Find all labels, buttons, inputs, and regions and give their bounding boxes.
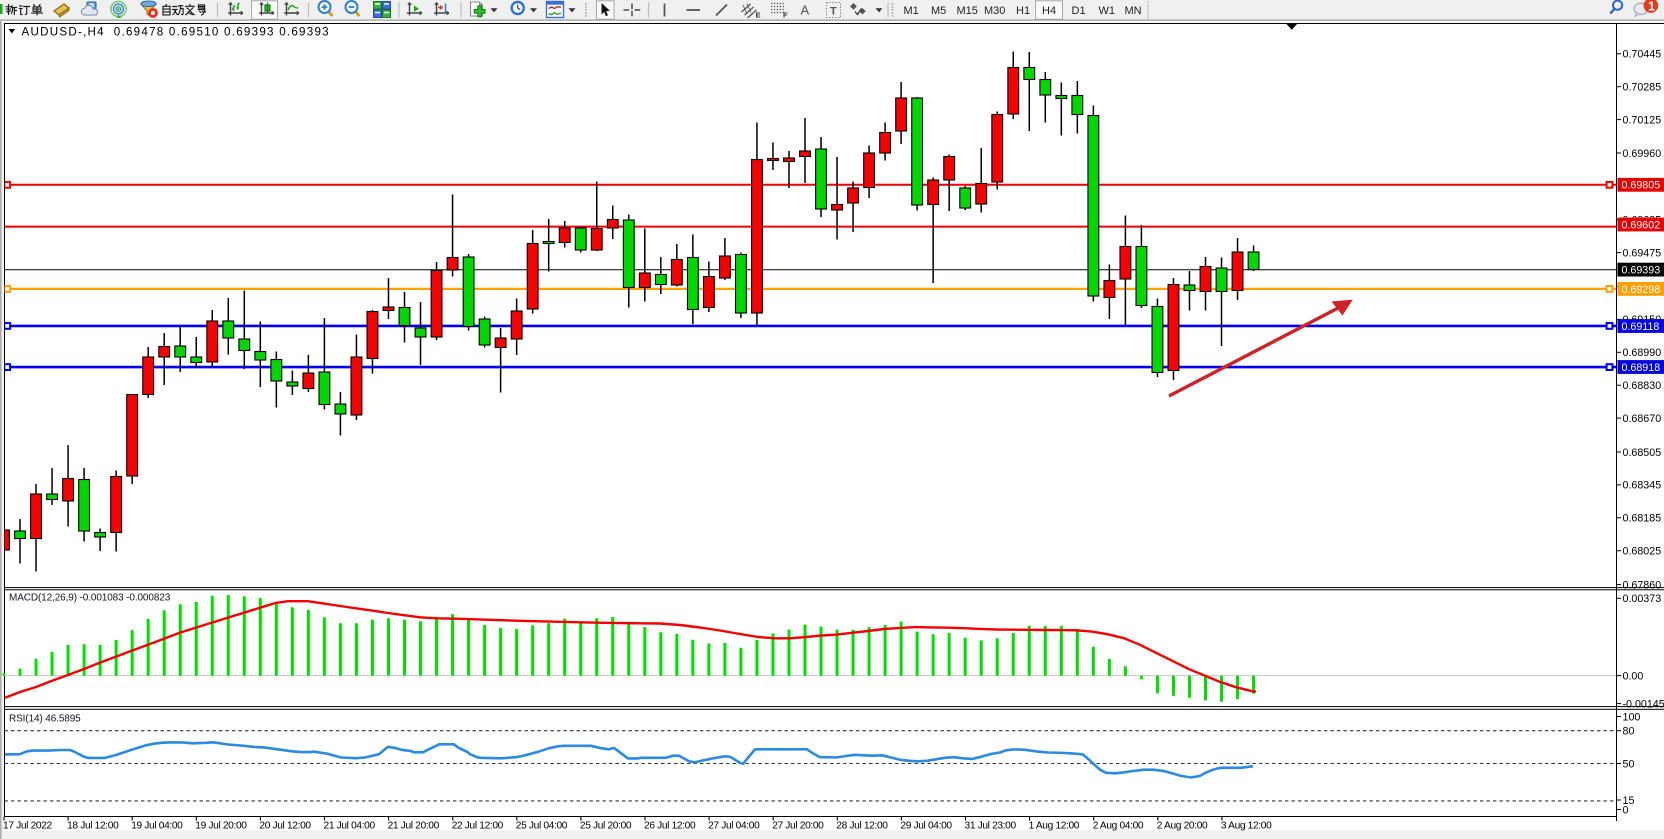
svg-text:0.00373: 0.00373 xyxy=(1623,593,1662,605)
svg-text:18 Jul 12:00: 18 Jul 12:00 xyxy=(67,821,119,832)
svg-text:0.69118: 0.69118 xyxy=(1622,321,1660,333)
svg-text:19 Jul 20:00: 19 Jul 20:00 xyxy=(195,821,247,832)
svg-text:21 Jul 04:00: 21 Jul 04:00 xyxy=(324,821,376,832)
svg-text:20 Jul 12:00: 20 Jul 12:00 xyxy=(259,821,311,832)
svg-text:MACD(12,26,9) -0.001083 -0.000: MACD(12,26,9) -0.001083 -0.000823 xyxy=(9,593,171,604)
svg-text:MN: MN xyxy=(1125,5,1142,17)
svg-text:31 Jul 23:00: 31 Jul 23:00 xyxy=(965,821,1017,832)
svg-text:25 Jul 20:00: 25 Jul 20:00 xyxy=(580,821,632,832)
svg-text:M1: M1 xyxy=(904,5,919,17)
svg-text:25 Jul 04:00: 25 Jul 04:00 xyxy=(516,821,568,832)
svg-text:0.68185: 0.68185 xyxy=(1623,513,1662,525)
svg-text:29 Jul 04:00: 29 Jul 04:00 xyxy=(900,821,952,832)
svg-text:RSI(14) 46.5895: RSI(14) 46.5895 xyxy=(9,713,81,724)
svg-text:M5: M5 xyxy=(931,5,946,17)
svg-text:0.68345: 0.68345 xyxy=(1623,480,1662,492)
svg-text:0.69960: 0.69960 xyxy=(1623,148,1662,160)
svg-text:2 Aug 20:00: 2 Aug 20:00 xyxy=(1157,821,1208,832)
svg-text:0.68990: 0.68990 xyxy=(1623,347,1662,359)
svg-text:M15: M15 xyxy=(957,5,978,17)
svg-text:-0.00145: -0.00145 xyxy=(1623,698,1664,710)
svg-text:15: 15 xyxy=(1623,795,1635,807)
svg-text:3 Aug 12:00: 3 Aug 12:00 xyxy=(1221,821,1272,832)
svg-text:0.68918: 0.68918 xyxy=(1622,362,1661,374)
svg-text:0.69805: 0.69805 xyxy=(1622,180,1661,192)
svg-text:M30: M30 xyxy=(984,5,1005,17)
svg-text:0.69475: 0.69475 xyxy=(1623,247,1662,259)
svg-text:2 Aug 04:00: 2 Aug 04:00 xyxy=(1093,821,1144,832)
svg-text:27 Jul 20:00: 27 Jul 20:00 xyxy=(772,821,824,832)
svg-text:W1: W1 xyxy=(1099,5,1116,17)
svg-text:26 Jul 12:00: 26 Jul 12:00 xyxy=(644,821,696,832)
svg-text:0.68670: 0.68670 xyxy=(1623,413,1662,425)
svg-text:T: T xyxy=(830,6,837,18)
svg-text:28 Jul 12:00: 28 Jul 12:00 xyxy=(836,821,888,832)
svg-text:0.68025: 0.68025 xyxy=(1623,546,1662,558)
svg-text:1: 1 xyxy=(1648,0,1655,13)
svg-text:27 Jul 04:00: 27 Jul 04:00 xyxy=(708,821,760,832)
svg-text:21 Jul 20:00: 21 Jul 20:00 xyxy=(388,821,440,832)
svg-text:D1: D1 xyxy=(1072,5,1086,17)
svg-text:0.70445: 0.70445 xyxy=(1623,49,1662,61)
svg-text:19 Jul 04:00: 19 Jul 04:00 xyxy=(131,821,183,832)
svg-text:0.70285: 0.70285 xyxy=(1623,82,1662,94)
svg-text:0.69298: 0.69298 xyxy=(1622,284,1661,296)
svg-text:H4: H4 xyxy=(1042,5,1056,17)
svg-text:0.67860: 0.67860 xyxy=(1623,579,1662,591)
svg-text:0.00: 0.00 xyxy=(1623,670,1644,682)
svg-text:50: 50 xyxy=(1623,758,1635,770)
svg-text:0.68505: 0.68505 xyxy=(1623,447,1662,459)
svg-text:0.69602: 0.69602 xyxy=(1622,219,1661,231)
svg-text:80: 80 xyxy=(1623,726,1635,738)
svg-text:H1: H1 xyxy=(1016,5,1030,17)
svg-text:17 Jul 2022: 17 Jul 2022 xyxy=(3,821,53,832)
svg-text:1 Aug 12:00: 1 Aug 12:00 xyxy=(1029,821,1080,832)
svg-text:0.69393: 0.69393 xyxy=(1622,265,1661,277)
svg-text:100: 100 xyxy=(1623,711,1641,723)
svg-text:22 Jul 12:00: 22 Jul 12:00 xyxy=(452,821,504,832)
svg-text:AUDUSD-,H4 0.69478 0.69510 0.: AUDUSD-,H4 0.69478 0.69510 0.69393 0.693… xyxy=(22,25,330,38)
svg-text:0: 0 xyxy=(1623,804,1629,816)
svg-text:A: A xyxy=(801,3,810,18)
svg-text:0.68830: 0.68830 xyxy=(1623,380,1662,392)
svg-text:E: E xyxy=(756,11,761,20)
svg-text:F: F xyxy=(783,11,788,20)
svg-text:0.70125: 0.70125 xyxy=(1623,114,1662,126)
